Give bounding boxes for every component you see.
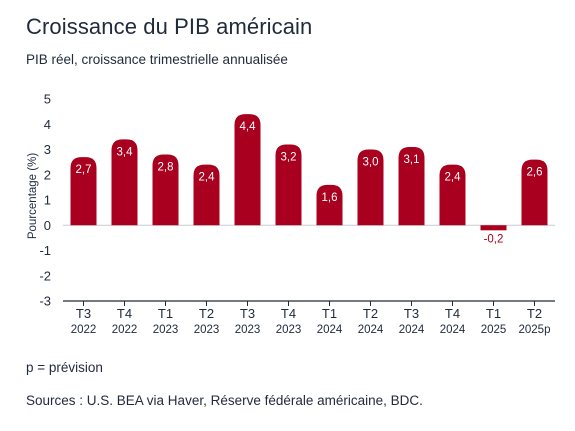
x-tick-label-year: 2023	[194, 324, 220, 336]
sources-note: Sources : U.S. BEA via Haver, Réserve fé…	[26, 393, 423, 408]
x-tick-label-year: 2023	[276, 324, 302, 336]
x-tick-label-year: 2022	[112, 324, 138, 336]
x-tick-label-quarter: T1	[322, 306, 337, 321]
x-tick-label-year: 2024	[358, 324, 384, 336]
y-axis-label: Pourcentage (%)	[27, 153, 39, 239]
bar	[521, 159, 548, 226]
bar-value-label: 2,8	[158, 162, 174, 174]
x-tick-label-quarter: T4	[117, 306, 132, 321]
bar-value-label: 2,6	[527, 167, 543, 179]
bar-value-label: -0,2	[484, 233, 504, 245]
bar	[357, 149, 384, 226]
y-tick-label: -1	[39, 243, 51, 258]
bar	[480, 225, 507, 231]
bar	[193, 164, 220, 226]
bar	[111, 139, 138, 226]
y-tick-label: -3	[39, 294, 51, 309]
chart-title: Croissance du PIB américain	[26, 14, 313, 39]
bar	[316, 184, 343, 226]
x-tick-label-year: 2023	[153, 324, 179, 336]
bar-value-label: 4,4	[240, 121, 257, 133]
x-tick-label-quarter: T2	[527, 306, 542, 321]
bar-value-label: 3,1	[404, 154, 420, 166]
bar-chart: Pourcentage (%) 5 4 3 2 1 0 -1 -2 -3 2,7 T3 2022 3,4 T…	[27, 92, 555, 336]
bar	[275, 144, 302, 226]
x-tick-label-year: 2024	[440, 324, 466, 336]
bar	[234, 114, 261, 226]
x-tick-label-year: 2024	[399, 324, 425, 336]
bar-value-label: 3,2	[281, 151, 297, 163]
x-tick-label-quarter: T1	[158, 306, 173, 321]
bar	[439, 164, 466, 226]
x-tick-label-year: 2022	[71, 324, 97, 336]
y-tick-label: 1	[44, 193, 51, 208]
x-tick-label-quarter: T3	[76, 306, 91, 321]
bar-value-label: 3,0	[363, 157, 379, 169]
y-tick-label: 4	[44, 117, 51, 132]
bar	[152, 154, 179, 226]
x-tick-label-year: 2025p	[519, 324, 551, 336]
x-tick-label-year: 2025	[481, 324, 507, 336]
x-tick-label-quarter: T2	[363, 306, 378, 321]
x-tick-label-quarter: T4	[445, 306, 460, 321]
bar	[70, 157, 97, 226]
bar-value-label: 2,4	[445, 172, 462, 184]
chart-subtitle: PIB réel, croissance trimestrielle annua…	[26, 52, 288, 67]
x-tick-label-quarter: T4	[281, 306, 296, 321]
y-tick-label: 5	[44, 92, 51, 107]
footnote: p = prévision	[26, 360, 103, 375]
bar-value-label: 2,4	[199, 172, 216, 184]
x-tick-label-quarter: T1	[486, 306, 501, 321]
bar	[398, 146, 425, 226]
y-tick-label: -2	[39, 268, 51, 283]
y-tick-label: 0	[44, 218, 51, 233]
bar-value-label: 3,4	[117, 146, 134, 158]
y-tick-label: 3	[44, 142, 51, 157]
bar-value-label: 2,7	[76, 164, 92, 176]
x-tick-label-quarter: T3	[240, 306, 255, 321]
x-tick-label-year: 2024	[317, 324, 343, 336]
x-tick-label-year: 2023	[235, 324, 261, 336]
x-tick-label-quarter: T3	[404, 306, 419, 321]
bar-value-label: 1,6	[322, 192, 338, 204]
y-tick-label: 2	[44, 167, 51, 182]
x-tick-label-quarter: T2	[199, 306, 214, 321]
